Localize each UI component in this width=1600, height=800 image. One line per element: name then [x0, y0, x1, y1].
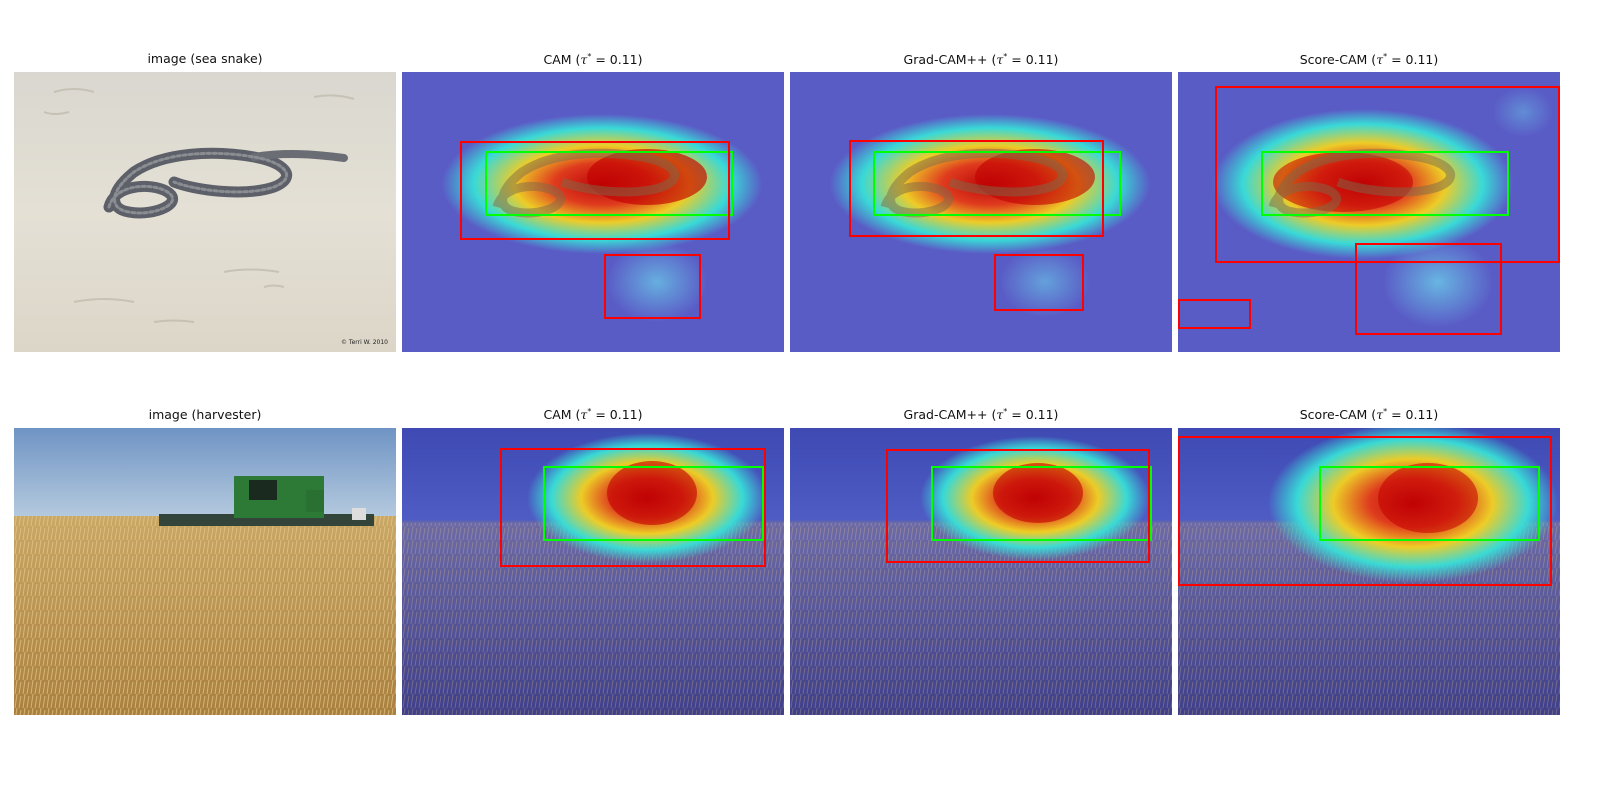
pred-box [604, 254, 701, 319]
pred-box [1355, 243, 1502, 335]
cam-heatmap-harvester [402, 428, 784, 715]
title-scorecam-harvester: Score-CAM (τ* = 0.11) [1299, 407, 1439, 423]
pred-box [1178, 299, 1251, 329]
gt-box [1319, 466, 1540, 541]
title-input-harvester: image (harvester) [148, 407, 262, 422]
gt-box [543, 466, 764, 541]
pred-box [1178, 436, 1552, 586]
scorecam-heatmap-snake [1178, 72, 1560, 352]
harvester-shape [159, 476, 374, 526]
gt-box [485, 151, 733, 216]
gt-box [873, 151, 1121, 216]
input-image-harvester [14, 428, 396, 715]
title-cam-harvester: CAM (τ* = 0.11) [543, 407, 643, 423]
snake-shape [103, 147, 348, 219]
pred-box [500, 448, 766, 567]
title-scorecam-snake: Score-CAM (τ* = 0.11) [1299, 52, 1439, 68]
copyright-label: © Terri W. 2010 [341, 339, 388, 346]
gt-box [1261, 151, 1509, 216]
gradcampp-heatmap-snake [790, 72, 1172, 352]
cam-heatmap-snake [402, 72, 784, 352]
input-image-snake: © Terri W. 2010 [14, 72, 396, 352]
gradcampp-heatmap-harvester [790, 428, 1172, 715]
pred-box [460, 141, 730, 240]
title-gradcampp-snake: Grad-CAM++ (τ* = 0.11) [903, 52, 1059, 68]
gt-box [931, 466, 1152, 541]
pred-box [849, 140, 1104, 237]
pred-box [1215, 86, 1560, 263]
title-input-snake: image (sea snake) [147, 51, 263, 66]
pred-box [886, 449, 1150, 563]
title-cam-snake: CAM (τ* = 0.11) [543, 52, 643, 68]
pred-box [994, 254, 1084, 311]
scorecam-heatmap-harvester [1178, 428, 1560, 715]
title-gradcampp-harvester: Grad-CAM++ (τ* = 0.11) [903, 407, 1059, 423]
